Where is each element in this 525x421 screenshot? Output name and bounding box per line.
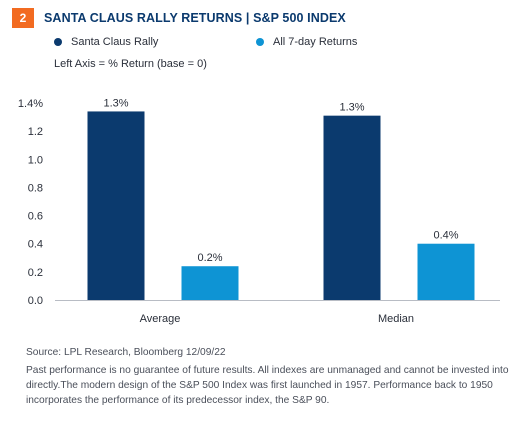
legend-item-all-7-day-returns: All 7-day Returns	[256, 36, 357, 48]
legend-dot-dark	[54, 38, 62, 46]
y-tick-label: 0.4	[28, 239, 43, 251]
bar	[87, 111, 145, 300]
axis-note: Left Axis = % Return (base = 0)	[54, 58, 207, 70]
legend-label: Santa Claus Rally	[71, 36, 159, 48]
x-tick-label: Median	[378, 313, 414, 325]
y-tick-label: 1.0	[28, 154, 43, 166]
y-tick-label: 1.4%	[18, 98, 43, 110]
y-tick-label: 0.8	[28, 182, 43, 194]
chart-title: SANTA CLAUS RALLY RETURNS | S&P 500 INDE…	[44, 11, 346, 25]
bar-chart: 0.0 0.2 0.4 0.6 0.8 1.0 1.2 1.4% 1.3% 0.2% Average…	[18, 97, 500, 325]
bar	[323, 115, 381, 301]
data-label: 0.2%	[197, 252, 222, 264]
bar	[417, 243, 475, 300]
legend-label: All 7-day Returns	[273, 36, 358, 48]
chart-header: 2 SANTA CLAUS RALLY RETURNS | S&P 500 IN…	[12, 8, 346, 28]
legend-item-santa-claus-rally: Santa Claus Rally	[54, 36, 158, 48]
source-note: Source: LPL Research, Bloomberg 12/09/22	[26, 347, 226, 358]
legend-dot-light	[256, 38, 264, 46]
bar	[181, 266, 239, 300]
y-tick-label: 0.0	[28, 295, 43, 307]
y-tick-label: 0.6	[28, 211, 43, 223]
data-label: 1.3%	[339, 102, 364, 114]
data-label: 0.4%	[433, 230, 458, 242]
x-tick-label: Average	[140, 313, 181, 325]
figure-number-badge: 2	[12, 8, 34, 28]
data-label: 1.3%	[103, 97, 128, 109]
legend: Santa Claus Rally All 7-day Returns	[54, 36, 474, 54]
disclaimer-text: Past performance is no guarantee of futu…	[26, 365, 509, 406]
y-tick-label: 0.2	[28, 267, 43, 279]
y-tick-label: 1.2	[28, 126, 43, 138]
